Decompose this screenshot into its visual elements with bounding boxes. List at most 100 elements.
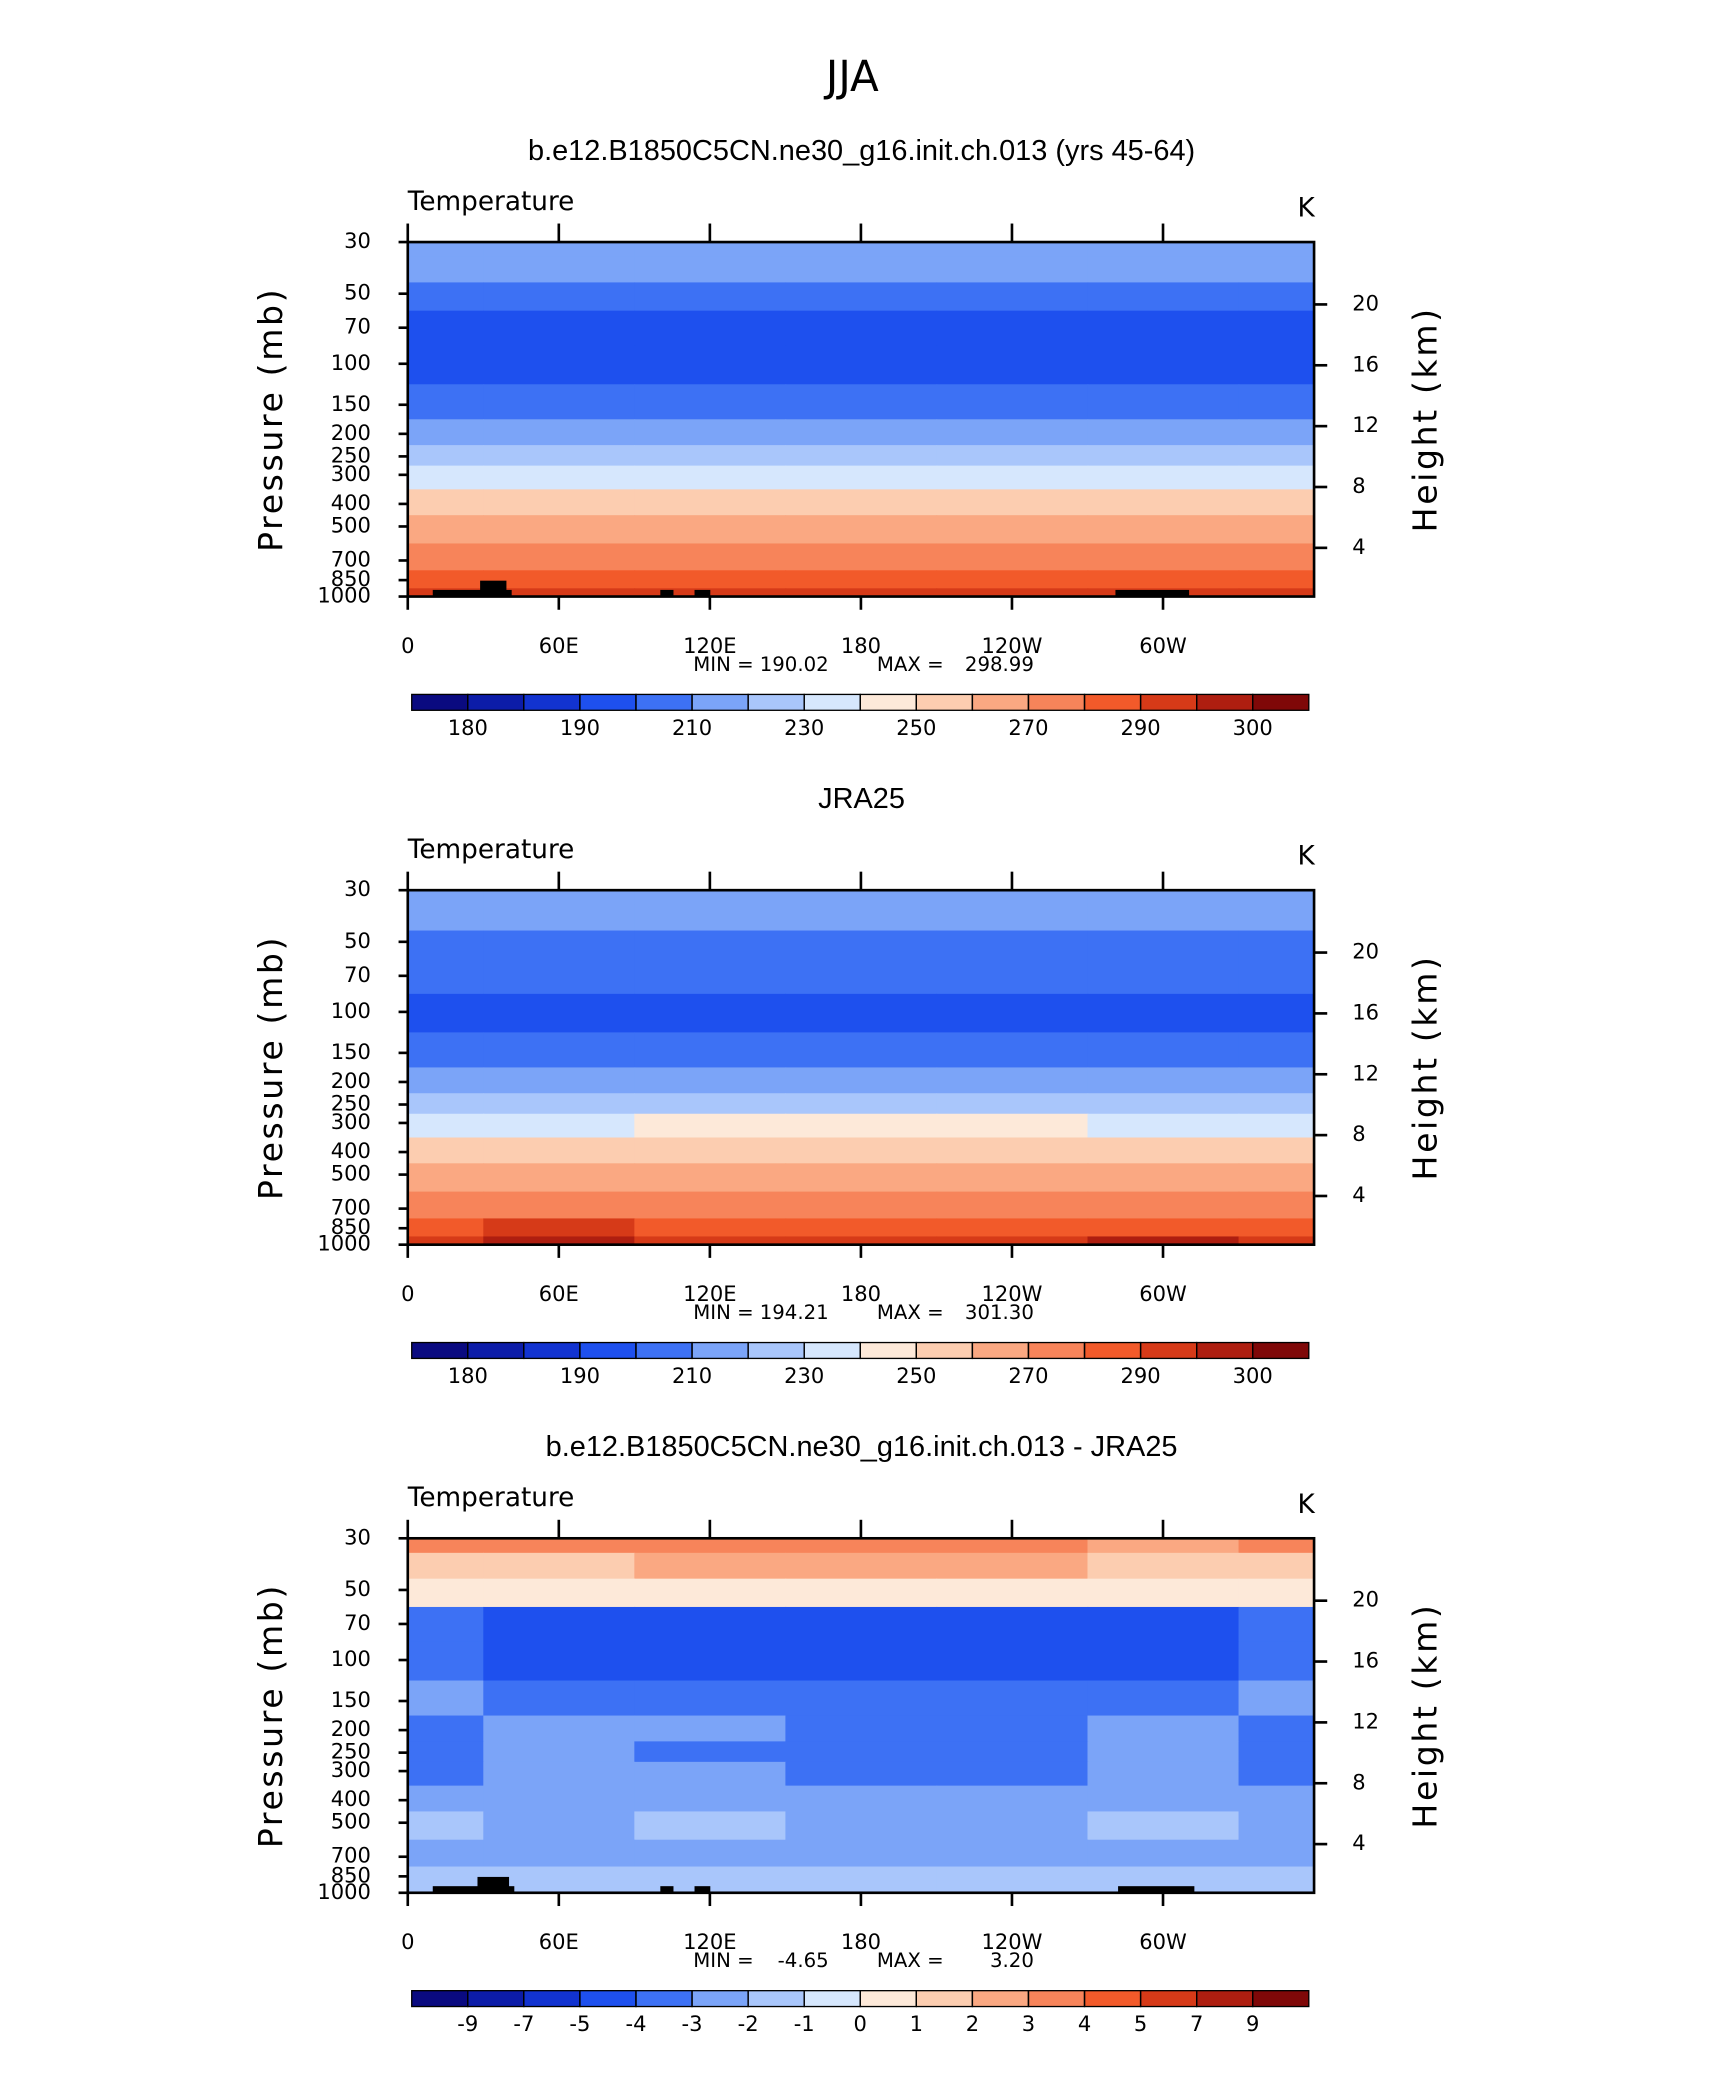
contour-cell bbox=[407, 1163, 485, 1193]
contour-cell bbox=[785, 282, 938, 312]
contour-cell bbox=[483, 570, 636, 590]
colorbar-box bbox=[1252, 1341, 1310, 1360]
contour-cell bbox=[1087, 570, 1240, 590]
contour-cell bbox=[407, 930, 485, 960]
colorbar-label: 4 bbox=[1078, 2011, 1091, 2036]
y2-axis-label: Height (km) bbox=[1406, 306, 1445, 532]
contour-cell bbox=[634, 1811, 787, 1841]
contour-cell bbox=[785, 515, 938, 545]
contour-cell bbox=[1238, 489, 1315, 516]
contour-cell bbox=[785, 1680, 938, 1717]
contour-cell bbox=[407, 419, 485, 446]
colorbar-box bbox=[1196, 1990, 1254, 2008]
contour-cell bbox=[483, 1715, 636, 1743]
y-tick-label: 150 bbox=[331, 1039, 371, 1064]
y-tick-label: 250 bbox=[331, 1739, 371, 1764]
contour-cell bbox=[634, 345, 787, 386]
contour-cell bbox=[785, 1715, 938, 1743]
contour-cell bbox=[634, 419, 787, 446]
contour-cell bbox=[407, 1538, 485, 1554]
contour-cell bbox=[1087, 904, 1240, 932]
colorbar-box bbox=[635, 1341, 693, 1360]
contour-cell bbox=[407, 993, 485, 1034]
y-tick-label: 100 bbox=[331, 998, 371, 1023]
contour-cell bbox=[407, 1093, 485, 1115]
colorbar-box bbox=[859, 1990, 917, 2008]
contour-cell bbox=[785, 1884, 938, 1894]
contour-cell bbox=[785, 570, 938, 590]
colorbar-label: 190 bbox=[560, 1363, 600, 1388]
contour-cell bbox=[483, 1811, 636, 1841]
contour-cell bbox=[407, 1866, 485, 1886]
contour-cell bbox=[936, 890, 1089, 906]
contour-cell bbox=[483, 256, 636, 284]
colorbar-box bbox=[523, 1990, 581, 2008]
y-axis-label: Pressure (mb) bbox=[251, 935, 290, 1200]
contour-cell bbox=[407, 1032, 485, 1069]
y-tick-label: 200 bbox=[331, 1716, 371, 1741]
y-tick-label: 30 bbox=[344, 228, 371, 253]
y-tick-label: 850 bbox=[331, 1862, 371, 1887]
contour-cell bbox=[936, 543, 1089, 572]
y-axis-label: Pressure (mb) bbox=[251, 287, 290, 552]
y2-tick-label: 12 bbox=[1352, 1708, 1379, 1733]
contour-cell bbox=[785, 1641, 938, 1682]
contour-cell bbox=[483, 1218, 636, 1238]
contour-cell bbox=[407, 1641, 485, 1682]
contour-cell bbox=[483, 310, 636, 347]
contour-cell bbox=[936, 256, 1089, 284]
contour-cell bbox=[785, 1163, 938, 1193]
colorbar-label: 290 bbox=[1121, 1363, 1161, 1388]
y2-tick-label: 4 bbox=[1352, 534, 1365, 559]
contour-cell bbox=[483, 1578, 636, 1608]
figure-title: JJA bbox=[823, 52, 879, 101]
colorbar-box bbox=[1139, 1341, 1198, 1360]
contour-cell bbox=[634, 904, 787, 932]
y2-tick-label: 12 bbox=[1352, 412, 1379, 437]
variable-label: Temperature bbox=[407, 1483, 575, 1513]
contour-cell bbox=[1238, 588, 1315, 598]
contour-cell bbox=[1087, 1578, 1240, 1608]
x-tick-label: 120W bbox=[981, 1281, 1042, 1306]
colorbar-box bbox=[971, 1990, 1030, 2008]
units-label: K bbox=[1298, 842, 1316, 872]
colorbar-label: 9 bbox=[1246, 2011, 1259, 2036]
contour-cell bbox=[1238, 1785, 1315, 1813]
contour-cell bbox=[1238, 256, 1315, 284]
contour-cell bbox=[483, 1191, 636, 1220]
colorbar-box bbox=[691, 1341, 749, 1360]
contour-cell bbox=[1238, 1538, 1315, 1554]
contour-cell bbox=[1087, 419, 1240, 446]
contour-cell bbox=[936, 1578, 1089, 1608]
y-tick-label: 300 bbox=[331, 461, 371, 486]
contour-cell bbox=[785, 588, 938, 598]
y-tick-label: 850 bbox=[331, 566, 371, 591]
contour-cell bbox=[1238, 1884, 1315, 1894]
colorbar-label: -2 bbox=[738, 2011, 759, 2036]
y-tick-label: 150 bbox=[331, 1687, 371, 1712]
contour-cell bbox=[1087, 930, 1240, 960]
x-tick-label: 60E bbox=[539, 1929, 579, 1954]
max-value: 301.30 bbox=[965, 1301, 1034, 1324]
contour-cell bbox=[1087, 1715, 1240, 1743]
contour-cell bbox=[785, 242, 938, 258]
contour-cell bbox=[785, 543, 938, 572]
x-tick-label: 120W bbox=[981, 633, 1042, 658]
contour-cell bbox=[483, 384, 636, 421]
y-tick-label: 250 bbox=[331, 442, 371, 467]
contour-cell bbox=[407, 958, 485, 995]
y-tick-label: 50 bbox=[344, 280, 371, 305]
contour-cell bbox=[1238, 1680, 1315, 1717]
contour-cell bbox=[407, 1218, 485, 1238]
contour-cell bbox=[634, 1680, 787, 1717]
contour-cell bbox=[634, 1218, 787, 1238]
contour-cell bbox=[634, 310, 787, 347]
colorbar-box bbox=[1083, 1990, 1142, 2008]
contour-cell bbox=[1087, 1163, 1240, 1193]
contour-cell bbox=[785, 489, 938, 516]
colorbar-label: 5 bbox=[1134, 2011, 1147, 2036]
contour-cell bbox=[634, 1113, 787, 1139]
contour-cell bbox=[1238, 1093, 1315, 1115]
contour-cell bbox=[407, 543, 485, 572]
